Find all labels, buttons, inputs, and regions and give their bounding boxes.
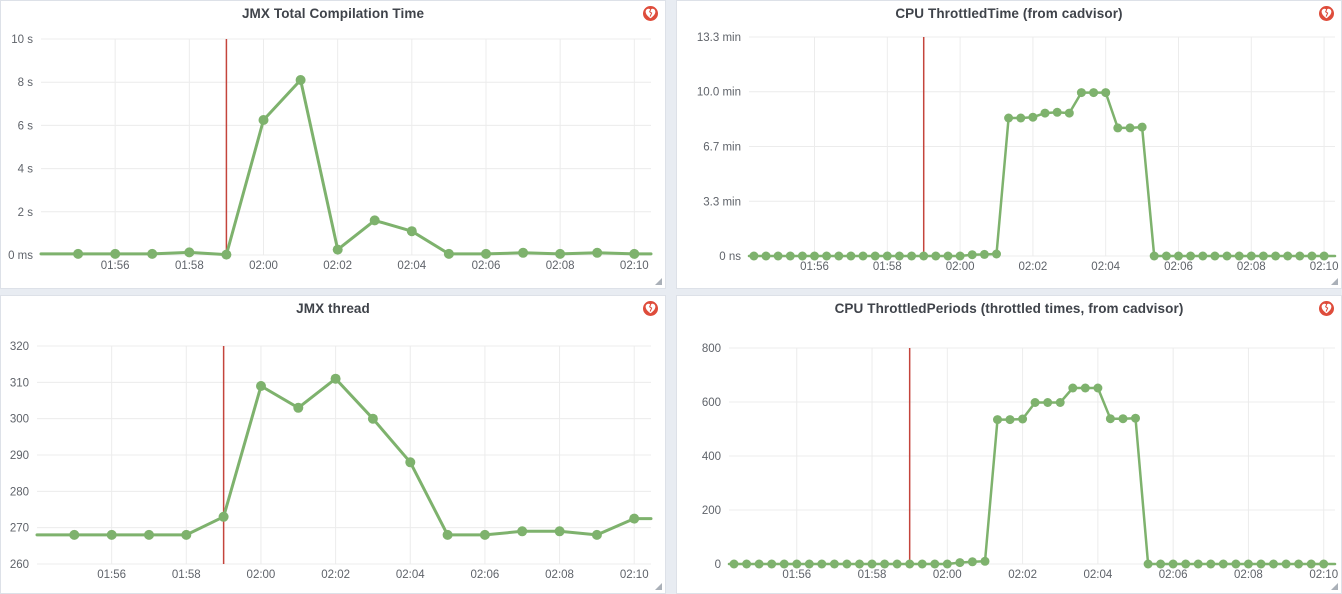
chart-canvas[interactable]: 0 ns 3.3 min 6.7 min 10.0 min 13.3 min 01:56 0… [677,1,1341,288]
svg-text:6 s: 6 s [18,120,34,132]
svg-text:310: 310 [10,377,29,389]
svg-text:01:56: 01:56 [101,260,130,272]
svg-text:0 ns: 0 ns [719,251,741,263]
svg-text:02:08: 02:08 [1234,569,1263,581]
panel-title[interactable]: JMX thread [296,301,370,316]
svg-text:10 s: 10 s [11,34,33,46]
svg-text:2 s: 2 s [18,207,34,219]
svg-text:02:02: 02:02 [323,260,352,272]
svg-text:290: 290 [10,450,29,462]
panel-header: CPU ThrottledTime (from cadvisor) [677,1,1341,25]
svg-text:02:02: 02:02 [1019,261,1048,273]
svg-text:0: 0 [715,559,721,571]
panel-header: JMX thread [1,296,665,320]
svg-text:02:10: 02:10 [1309,569,1338,581]
svg-text:02:04: 02:04 [1083,569,1112,581]
panel-header: CPU ThrottledPeriods (throttled times, f… [677,296,1341,320]
panel-resize-handle[interactable] [655,278,662,285]
svg-text:200: 200 [702,505,721,517]
panel-cpu-throttledtime: CPU ThrottledTime (from cadvisor) 0 ns 3.… [676,0,1342,289]
chart-canvas[interactable]: 0 ms 2 s 4 s 6 s 8 s 10 s 01:56 01:58 02:00 02:02… [1,1,665,288]
svg-text:02:02: 02:02 [321,569,350,581]
svg-text:280: 280 [10,486,29,498]
alert-firing-icon[interactable] [1319,6,1334,21]
svg-text:800: 800 [702,343,721,355]
svg-text:02:06: 02:06 [472,260,501,272]
svg-text:02:02: 02:02 [1008,569,1037,581]
svg-text:01:58: 01:58 [858,569,887,581]
svg-text:3.3 min: 3.3 min [703,196,741,208]
svg-text:0 ms: 0 ms [8,250,33,262]
panel-jmx-total-compilation-time: JMX Total Compilation Time 0 ms 2 s 4 s 6 s… [0,0,666,289]
svg-text:4 s: 4 s [18,164,34,176]
svg-text:260: 260 [10,559,29,571]
svg-text:01:58: 01:58 [873,261,902,273]
panel-header: JMX Total Compilation Time [1,1,665,25]
panel-resize-handle[interactable] [655,583,662,590]
svg-text:02:08: 02:08 [546,260,575,272]
svg-text:270: 270 [10,523,29,535]
svg-text:02:06: 02:06 [471,569,500,581]
svg-text:13.3 min: 13.3 min [697,32,741,44]
alert-firing-icon[interactable] [643,6,658,21]
panel-resize-handle[interactable] [1331,583,1338,590]
chart-canvas[interactable]: 260 270 280 290 300 310 320 01:56 01:58 02:00 02:0… [1,296,665,593]
svg-text:400: 400 [702,451,721,463]
svg-text:02:00: 02:00 [249,260,278,272]
svg-text:02:08: 02:08 [545,569,574,581]
svg-text:02:04: 02:04 [396,569,425,581]
svg-text:01:56: 01:56 [800,261,829,273]
svg-text:300: 300 [10,414,29,426]
svg-text:02:10: 02:10 [620,260,649,272]
alert-firing-icon[interactable] [643,301,658,316]
panel-title[interactable]: CPU ThrottledTime (from cadvisor) [895,6,1123,21]
svg-text:02:10: 02:10 [1310,261,1339,273]
svg-text:01:56: 01:56 [782,569,811,581]
svg-text:600: 600 [702,397,721,409]
svg-text:02:00: 02:00 [247,569,276,581]
panel-cpu-throttledperiods: CPU ThrottledPeriods (throttled times, f… [676,295,1342,594]
svg-text:02:00: 02:00 [933,569,962,581]
svg-text:02:04: 02:04 [1091,261,1120,273]
svg-text:02:08: 02:08 [1237,261,1266,273]
svg-text:320: 320 [10,341,29,353]
svg-text:02:06: 02:06 [1159,569,1188,581]
panel-jmx-thread: JMX thread 260 270 280 290 300 310 320 01:56 01:… [0,295,666,594]
svg-text:02:06: 02:06 [1164,261,1193,273]
svg-text:01:56: 01:56 [97,569,126,581]
panel-title[interactable]: JMX Total Compilation Time [241,6,425,21]
svg-text:01:58: 01:58 [175,260,204,272]
svg-text:8 s: 8 s [18,77,34,89]
svg-text:10.0 min: 10.0 min [697,87,741,99]
alert-firing-icon[interactable] [1319,301,1334,316]
svg-text:02:04: 02:04 [397,260,426,272]
svg-text:6.7 min: 6.7 min [703,141,741,153]
svg-text:02:10: 02:10 [620,569,649,581]
chart-canvas[interactable]: 0 200 400 600 800 01:56 01:58 02:00 02:02 02:04 02… [677,296,1341,593]
svg-text:01:58: 01:58 [172,569,201,581]
svg-text:02:00: 02:00 [946,261,975,273]
panel-title[interactable]: CPU ThrottledPeriods (throttled times, f… [834,301,1184,316]
panel-resize-handle[interactable] [1331,278,1338,285]
